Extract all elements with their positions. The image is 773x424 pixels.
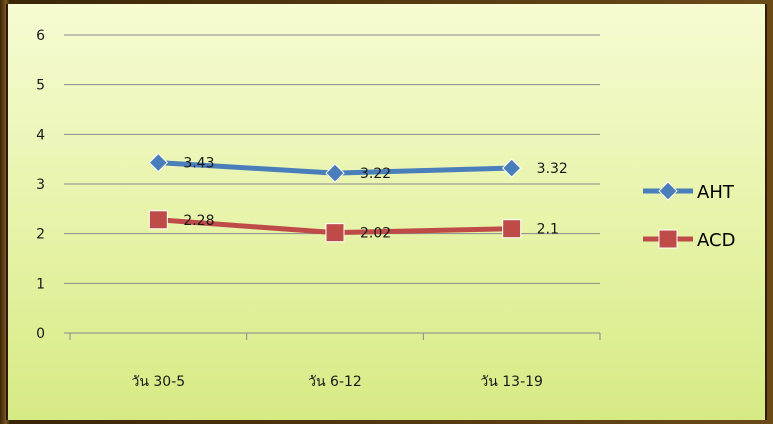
series-acd: 2.28 2.02 2.1 [148,210,559,243]
x-tick-label: วัน 30-5 [132,374,186,390]
data-label: 3.32 [537,161,568,177]
legend-item-acd: ACD [643,229,735,251]
y-tick-label: 3 [36,177,45,193]
data-label: 3.22 [360,166,391,182]
y-tick-label: 6 [36,28,45,44]
x-tick-label: วัน 13-19 [480,374,543,390]
data-point [501,158,522,178]
data-point [325,223,345,243]
legend-item-aht: AHT [643,181,735,203]
data-label: 2.28 [183,213,214,229]
data-point [148,210,168,230]
x-tick-label: วัน 6-12 [308,374,362,390]
data-label: 3.43 [183,156,214,172]
data-point [148,152,169,173]
series-aht: 3.43 3.22 3.32 [148,152,568,183]
data-label: 2.02 [360,226,391,242]
data-point [502,219,522,239]
y-axis-tick-labels: 0 1 2 3 4 5 6 [36,28,45,342]
y-tick-label: 1 [36,276,45,292]
series-lines: 3.43 3.22 3.32 2.28 2.02 2.1 [148,152,568,243]
y-tick-label: 2 [36,227,45,243]
data-point [658,181,678,201]
data-label: 2.1 [537,222,559,238]
legend-label: AHT [697,182,735,203]
data-point [658,229,678,249]
y-tick-label: 0 [36,326,45,342]
chart-panel [6,4,767,420]
x-axis: วัน 30-5 วัน 6-12 วัน 13-19 [69,332,601,390]
legend: AHT ACD [643,181,735,251]
data-point [325,163,345,183]
y-tick-label: 5 [36,78,45,94]
grid-lines [64,34,600,334]
y-tick-label: 4 [36,127,45,143]
legend-label: ACD [697,230,735,251]
